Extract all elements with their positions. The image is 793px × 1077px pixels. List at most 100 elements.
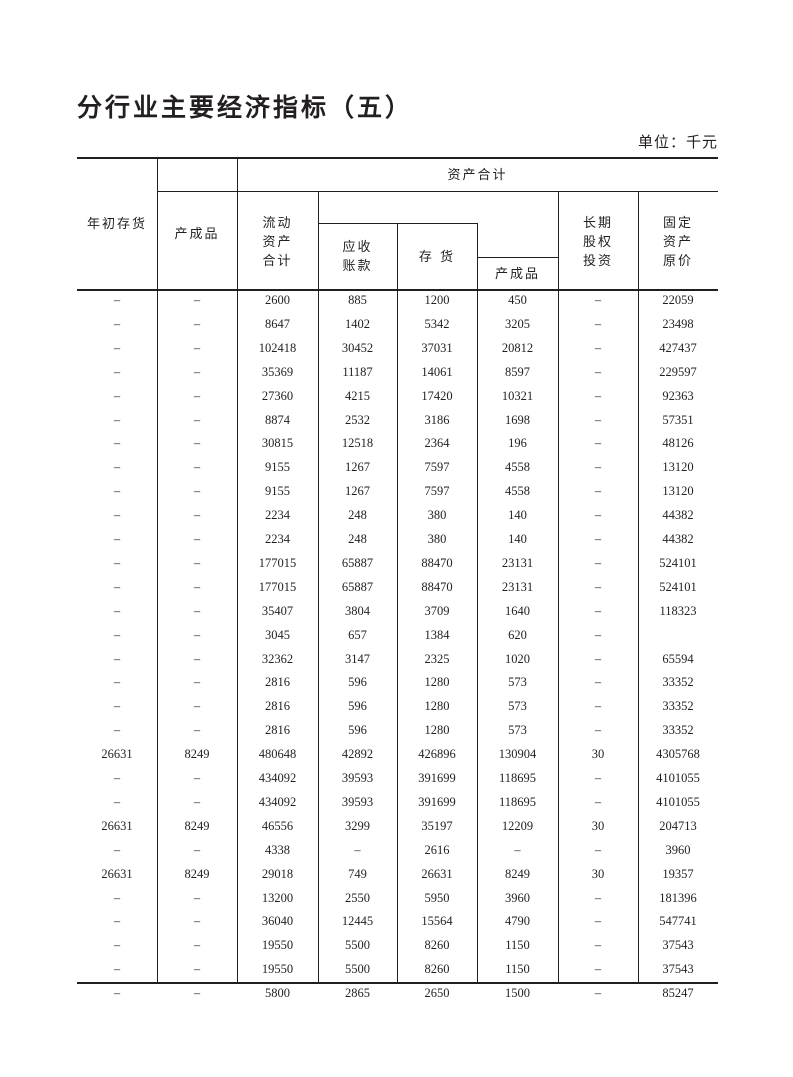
table-cell: 1267 — [345, 484, 370, 499]
table-cell: 1402 — [345, 316, 370, 331]
table-cell: – — [113, 412, 121, 427]
header-current-assets-total: 流动 资产 合计 — [262, 215, 293, 269]
table-cell: – — [514, 842, 521, 857]
table-cell: – — [594, 412, 602, 427]
table-cell: – — [594, 890, 602, 905]
table-cell: – — [193, 555, 201, 570]
table-cell: – — [594, 603, 602, 618]
table-cell: 33352 — [662, 699, 694, 714]
table-cell: 33352 — [662, 723, 694, 738]
table-cell: 657 — [348, 627, 367, 642]
table-cell: 480648 — [258, 747, 297, 762]
table-cell: 2550 — [345, 890, 370, 905]
table-cell: 12445 — [341, 914, 374, 929]
table-cell: 140 — [508, 532, 527, 546]
table-cell: 37543 — [662, 962, 694, 977]
table-cell: – — [594, 532, 602, 546]
table-cell: 434092 — [258, 794, 297, 809]
table-cell: 23498 — [662, 316, 694, 331]
table-cell: 3960 — [505, 890, 530, 905]
table-cell: – — [193, 460, 201, 475]
col-divider — [558, 191, 559, 983]
table-cell: 4558 — [505, 460, 530, 475]
header-inventory: 存 货 — [418, 249, 456, 265]
header-receivables: 应收 账款 — [342, 240, 373, 274]
table-cell: – — [594, 508, 602, 523]
table-cell: 130904 — [498, 747, 537, 762]
table-cell: 10321 — [501, 388, 534, 403]
table-cell: – — [594, 699, 602, 714]
col-divider — [237, 158, 238, 983]
table-top-rule — [77, 157, 718, 159]
table-cell: 5950 — [424, 890, 450, 905]
table-cell: 65887 — [341, 579, 374, 594]
table-cell: – — [594, 388, 602, 403]
table-cell: 17420 — [421, 388, 453, 403]
table-cell: – — [193, 436, 201, 451]
table-cell: 229597 — [659, 364, 697, 379]
table-cell: 19357 — [662, 866, 694, 881]
header-total-assets: 资产合计 — [447, 167, 508, 183]
col-divider — [157, 158, 158, 983]
table-cell: 57351 — [662, 412, 694, 427]
col-divider — [638, 191, 639, 983]
table-cell: 1150 — [505, 962, 530, 977]
table-cell: 8647 — [265, 316, 290, 331]
table-cell: 39593 — [341, 771, 374, 785]
table-cell: 4101055 — [656, 771, 700, 785]
table-cell: 44382 — [662, 508, 694, 523]
table-cell: 88470 — [421, 555, 453, 570]
table-cell: – — [193, 794, 201, 809]
table-cell: 1200 — [424, 293, 450, 307]
table-cell: – — [113, 675, 121, 690]
table-cell: 30452 — [341, 340, 374, 355]
table-cell: – — [193, 962, 201, 977]
table-cell: – — [594, 293, 602, 307]
table-cell: – — [193, 986, 201, 1001]
table-cell: – — [193, 579, 201, 594]
table-cell: – — [113, 651, 121, 666]
table-cell: 65887 — [341, 555, 374, 570]
table-cell: 749 — [348, 866, 367, 881]
table-cell: 2600 — [265, 293, 290, 307]
table-cell — [638, 624, 718, 648]
table-cell: 177015 — [258, 579, 297, 594]
table-cell: 524101 — [659, 579, 697, 594]
table-cell: 380 — [427, 532, 447, 546]
table-cell: 35197 — [421, 818, 453, 833]
table-cell: – — [113, 436, 121, 451]
table-cell: – — [113, 293, 121, 307]
table-cell: 1280 — [424, 723, 450, 738]
table-cell: 7597 — [424, 460, 450, 475]
table-cell: 196 — [508, 436, 527, 451]
table-cell: 596 — [348, 675, 367, 690]
table-cell: 23131 — [501, 579, 534, 594]
table-cell: 391699 — [418, 771, 456, 785]
table-cell: 4215 — [345, 388, 370, 403]
table-cell: 5500 — [345, 938, 370, 953]
table-cell: 32362 — [261, 651, 294, 666]
table-cell: 9155 — [265, 460, 290, 475]
table-cell: 35369 — [261, 364, 294, 379]
table-cell: – — [193, 293, 201, 307]
table-cell: 573 — [508, 723, 527, 738]
table-cell: 30 — [591, 818, 605, 833]
table-cell: 3299 — [345, 818, 370, 833]
table-cell: 8874 — [265, 412, 290, 427]
table-cell: 13120 — [662, 484, 694, 499]
table-cell: – — [193, 603, 201, 618]
table-cell: 4101055 — [656, 794, 700, 809]
table-cell: 426896 — [418, 747, 456, 762]
table-cell: 118323 — [659, 603, 697, 618]
table-cell: – — [594, 651, 602, 666]
table-cell: 524101 — [659, 555, 697, 570]
table-cell: 434092 — [258, 771, 297, 785]
table-cell: 8249 — [184, 866, 210, 881]
table-cell: 248 — [348, 532, 367, 546]
table-cell: 885 — [348, 293, 367, 307]
table-cell: 547741 — [659, 914, 697, 929]
table-cell: – — [113, 603, 121, 618]
table-cell: 85247 — [662, 986, 694, 1001]
table-cell: – — [193, 508, 201, 523]
table-cell: – — [113, 938, 121, 953]
